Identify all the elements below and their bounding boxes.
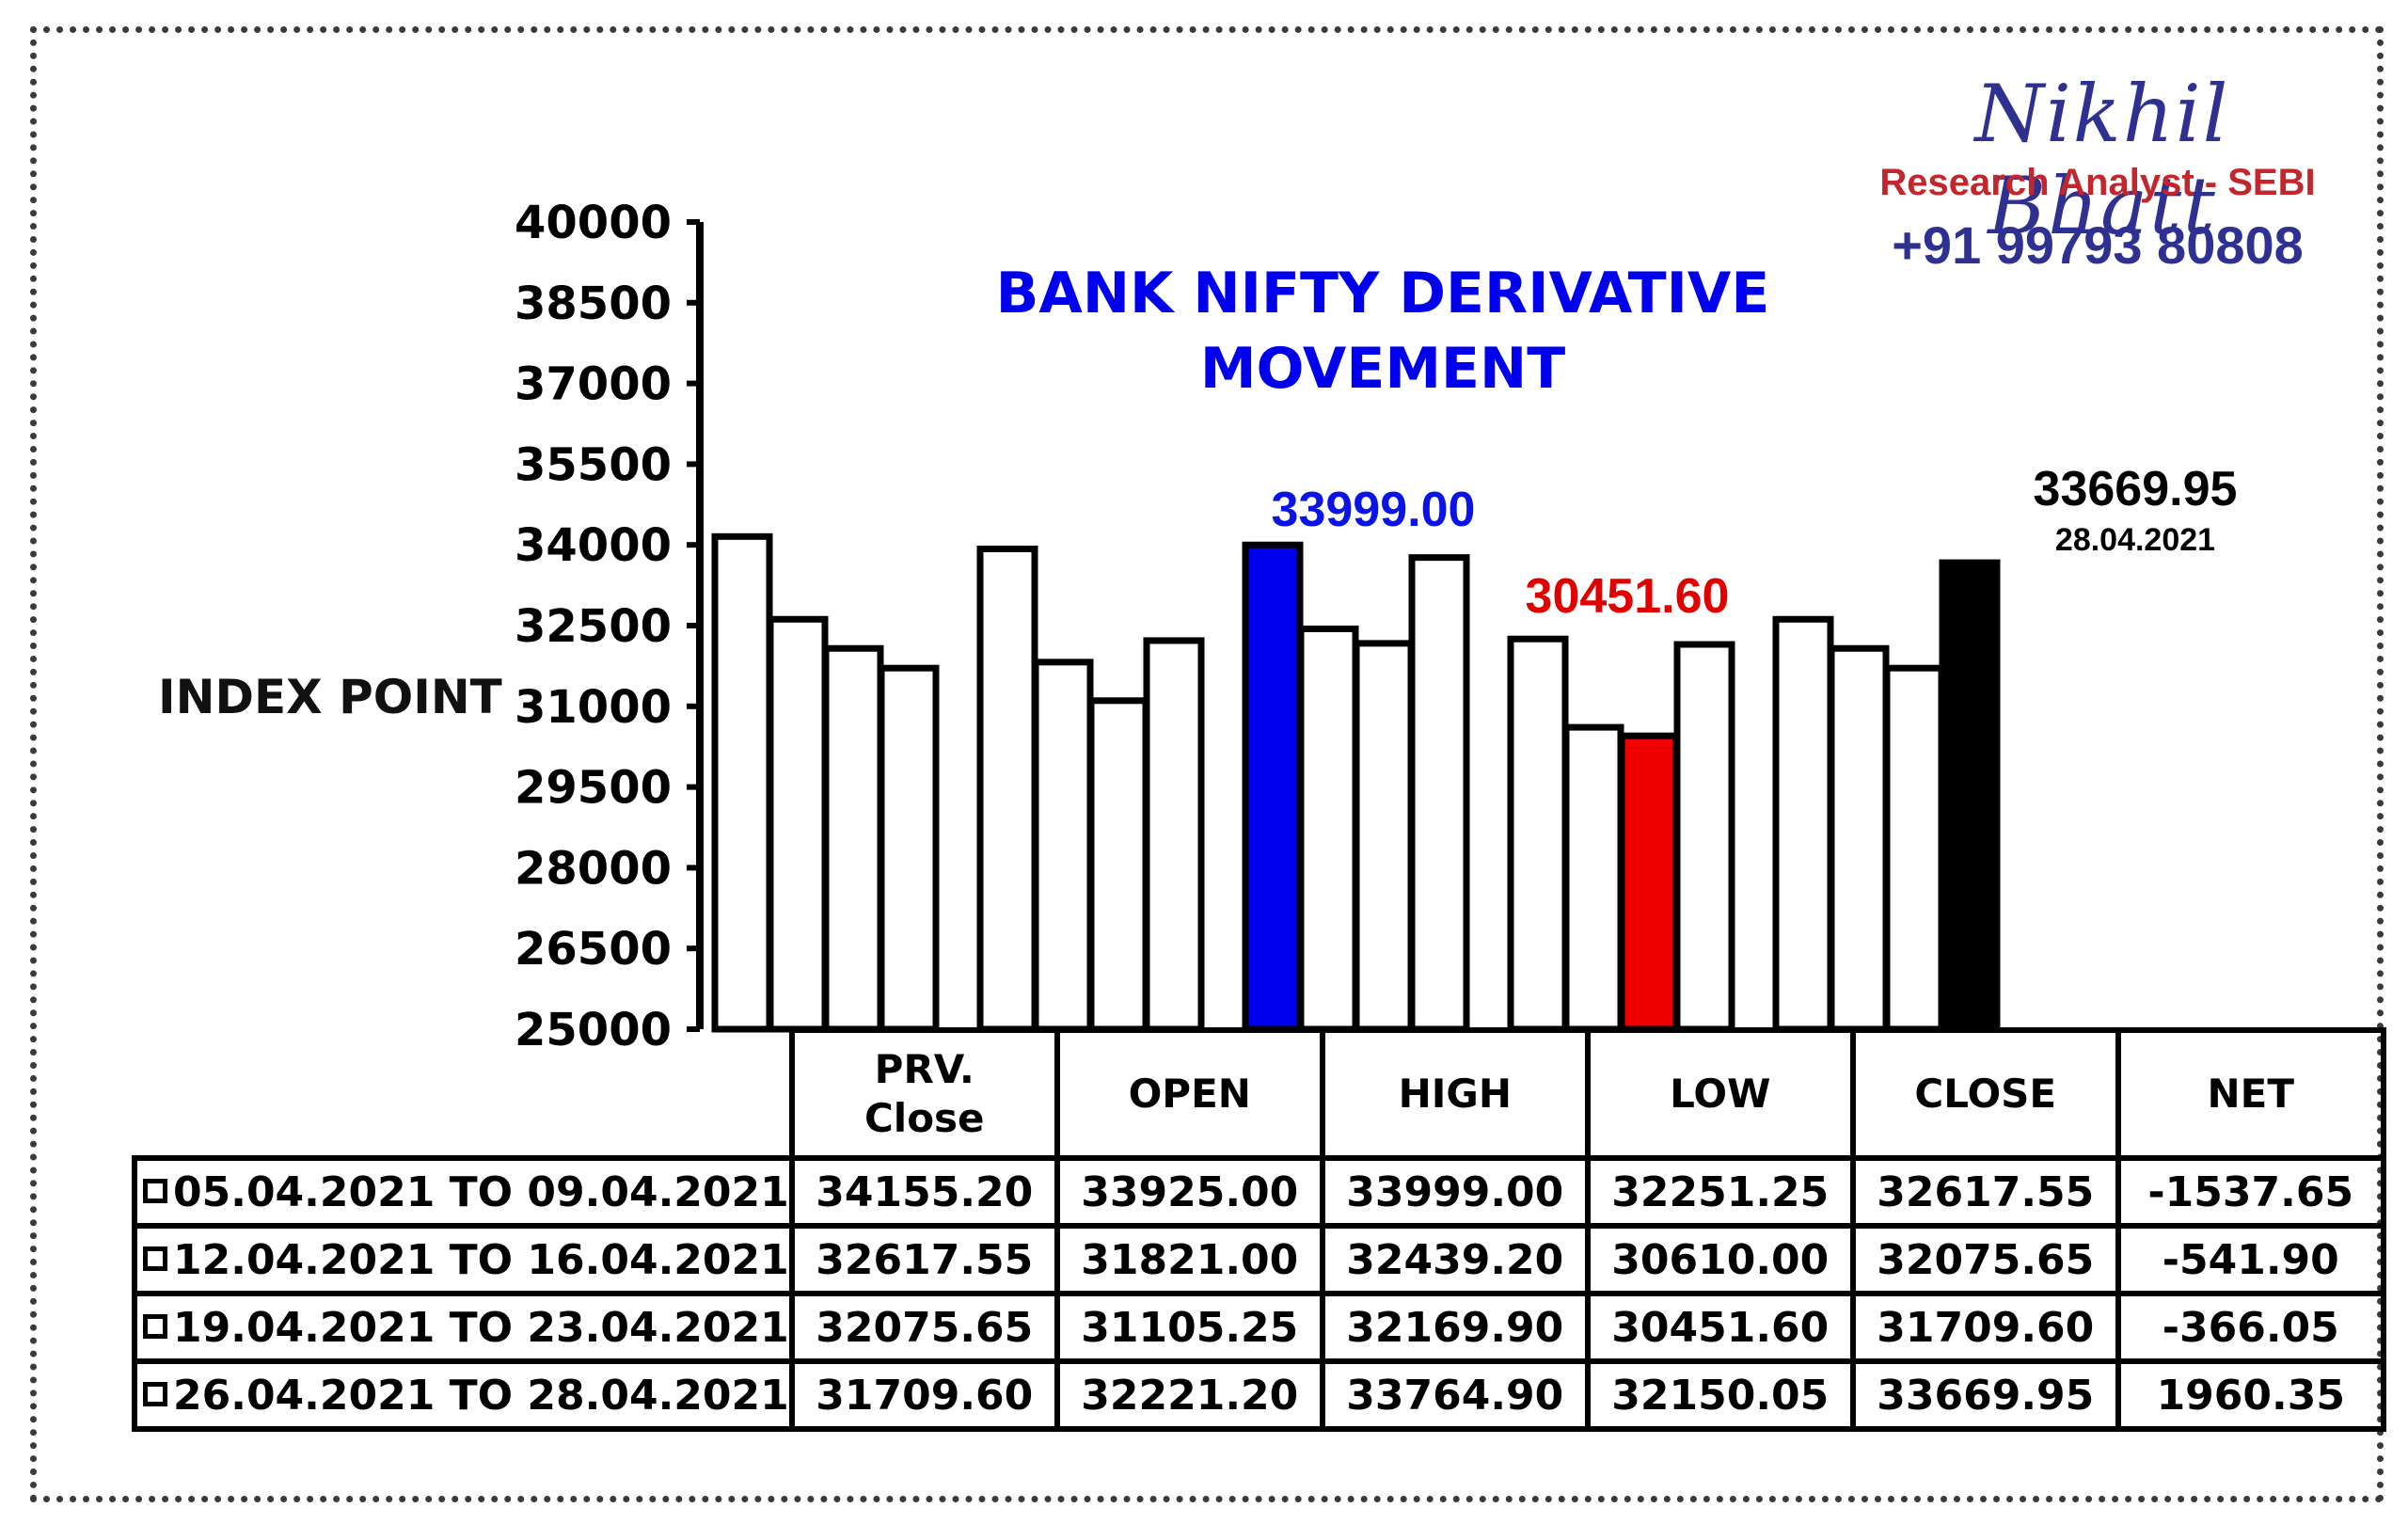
header-net: NET (2115, 1027, 2386, 1161)
bar-high-0 (1242, 541, 1304, 1033)
table-cell: -1537.65 (2115, 1155, 2386, 1229)
chart-title: BANK NIFTY DERIVATIVE MOVEMENT (995, 261, 1770, 402)
table-cell: 32075.65 (1849, 1223, 2121, 1296)
table-cell: 31105.25 (1054, 1291, 1325, 1364)
table-cell: 30451.60 (1584, 1291, 1856, 1364)
table-cell: 32075.65 (788, 1291, 1060, 1364)
bar-open-2 (1087, 697, 1149, 1033)
table-cell: 32150.05 (1584, 1358, 1856, 1432)
table-cell: 33999.00 (1319, 1155, 1591, 1229)
bar-open-1 (1032, 659, 1094, 1033)
close-annotation: 33669.95 (2033, 462, 2238, 516)
low-annotation: 30451.60 (1525, 569, 1730, 624)
table-row: 26.04.2021 TO 28.04.2021 31709.60 32221.… (132, 1358, 2386, 1432)
data-table: PRV. Close OPEN HIGH LOW CLOSE NET 05.04… (132, 1027, 2386, 1432)
table-row: 12.04.2021 TO 16.04.2021 32617.55 31821.… (132, 1223, 2386, 1296)
header-prv-close: PRV. Close (788, 1027, 1060, 1161)
bar-high-2 (1353, 640, 1415, 1033)
table-cell: 34155.20 (788, 1155, 1060, 1229)
close-date-annotation: 28.04.2021 (2054, 522, 2216, 558)
header-high: HIGH (1319, 1027, 1591, 1161)
row-label: 05.04.2021 TO 09.04.2021 (132, 1155, 795, 1229)
legend-square-icon (143, 1313, 167, 1339)
bar-open-3 (1143, 637, 1205, 1033)
y-tick-label: 32500 (515, 600, 672, 653)
y-axis: 40000 38500 37000 35500 34000 32500 31000 29500… (515, 197, 704, 1056)
bar-prv-close-2 (822, 644, 884, 1033)
bar-prv-close-0 (711, 532, 773, 1033)
outer-frame (30, 26, 2384, 1502)
bar-close-0 (1772, 615, 1834, 1033)
table-row: 19.04.2021 TO 23.04.2021 32075.65 31105.… (132, 1291, 2386, 1364)
table-cell: 32169.90 (1319, 1291, 1591, 1364)
table-cell: 33669.95 (1849, 1358, 2121, 1432)
table-cell: 31821.00 (1054, 1223, 1325, 1296)
y-tick-label: 31000 (515, 681, 672, 734)
bar-high-1 (1297, 625, 1359, 1033)
y-tick-label: 40000 (515, 197, 672, 249)
bar-low-2 (1618, 732, 1680, 1033)
y-tick-label: 28000 (515, 842, 672, 895)
y-tick-label: 29500 (515, 762, 672, 815)
bar-low-0 (1507, 635, 1569, 1033)
y-tick-label: 35500 (515, 438, 672, 491)
row-label: 12.04.2021 TO 16.04.2021 (132, 1223, 795, 1296)
table-cell: 31709.60 (1849, 1291, 2121, 1364)
table-cell: 31709.60 (788, 1358, 1060, 1432)
y-tick-label: 25000 (515, 1004, 672, 1056)
bar-open-0 (976, 545, 1038, 1033)
y-tick-label: 34000 (515, 519, 672, 572)
table-cell: -366.05 (2115, 1291, 2386, 1364)
header-low: LOW (1584, 1027, 1856, 1161)
table-cell: 30610.00 (1584, 1223, 1856, 1296)
table-cell: 32617.55 (1849, 1155, 2121, 1229)
table-cell: 1960.35 (2115, 1358, 2386, 1432)
y-tick-label: 37000 (515, 358, 672, 411)
legend-square-icon (143, 1178, 167, 1203)
bar-low-1 (1562, 723, 1624, 1033)
bar-close-2 (1883, 664, 1945, 1033)
bar-low-3 (1673, 641, 1735, 1033)
table-cell: 32439.20 (1319, 1223, 1591, 1296)
brand-phone: +91 99793 80808 (1892, 215, 2304, 275)
table-cell: 33764.90 (1319, 1358, 1591, 1432)
legend-square-icon (143, 1381, 167, 1406)
bar-prv-close-3 (878, 664, 940, 1033)
bar-close-1 (1828, 644, 1890, 1033)
brand-role: Research Analyst - SEBI (1879, 162, 2316, 203)
legend-square-icon (143, 1246, 167, 1271)
brand-name: Nikhil Bhatt (1974, 68, 2230, 252)
table-cell: 32221.20 (1054, 1358, 1325, 1432)
bar-high-3 (1408, 554, 1470, 1033)
row-label: 26.04.2021 TO 28.04.2021 (132, 1358, 795, 1432)
bars (711, 532, 2001, 1033)
bar-close-3 (1939, 559, 2001, 1033)
header-open: OPEN (1054, 1027, 1325, 1161)
table-cell: 32617.55 (788, 1223, 1060, 1296)
row-label: 19.04.2021 TO 23.04.2021 (132, 1291, 795, 1364)
table-header-row: PRV. Close OPEN HIGH LOW CLOSE NET (135, 1027, 2386, 1161)
table-row: 05.04.2021 TO 09.04.2021 34155.20 33925.… (132, 1155, 2386, 1229)
y-tick-label: 38500 (515, 278, 672, 330)
y-tick-label: 26500 (515, 923, 672, 976)
table-cell: 32251.25 (1584, 1155, 1856, 1229)
y-axis-label: INDEX POINT (158, 670, 502, 724)
table-cell: -541.90 (2115, 1223, 2386, 1296)
bar-prv-close-1 (767, 615, 829, 1033)
high-annotation: 33999.00 (1271, 483, 1476, 537)
table-cell: 33925.00 (1054, 1155, 1325, 1229)
header-close: CLOSE (1849, 1027, 2121, 1161)
